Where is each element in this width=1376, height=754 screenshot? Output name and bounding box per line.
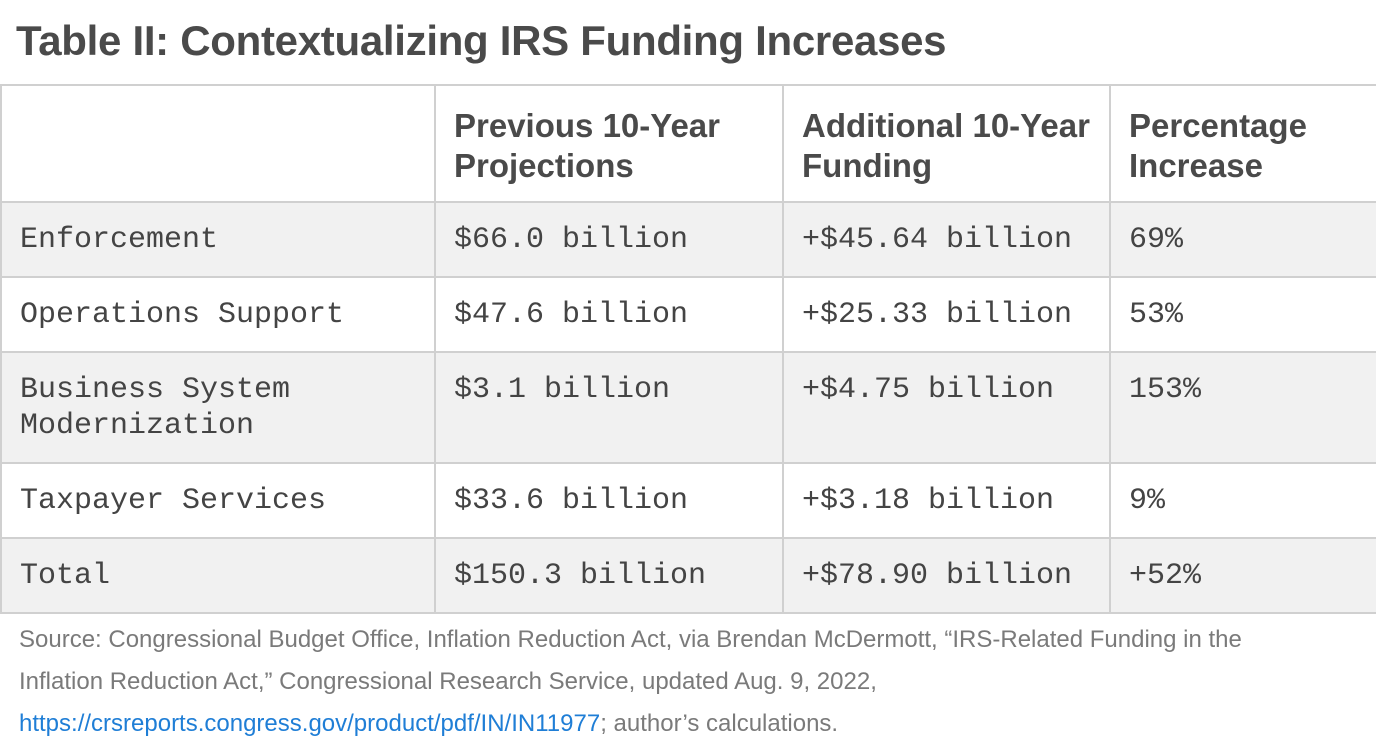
percentage-increase-value: 153% — [1109, 351, 1376, 464]
percentage-increase-value: 9% — [1109, 462, 1376, 539]
source-note: Source: Congressional Budget Office, Inf… — [19, 619, 1376, 745]
table-row: Enforcement $66.0 billion +$45.64 billio… — [0, 201, 1376, 278]
funding-table: Previous 10-Year Projections Additional … — [0, 84, 1376, 614]
header-row: Previous 10-Year Projections Additional … — [0, 84, 1376, 203]
funding-table-container: Previous 10-Year Projections Additional … — [0, 84, 1376, 614]
row-label: Enforcement — [0, 201, 436, 278]
table-row: Taxpayer Services $33.6 billion +$3.18 b… — [0, 462, 1376, 539]
header-cell-category — [0, 84, 436, 203]
header-cell-previous-projections: Previous 10-Year Projections — [434, 84, 784, 203]
row-label: Operations Support — [0, 276, 436, 353]
additional-funding-value: +$4.75 billion — [782, 351, 1111, 464]
row-label: Total — [0, 537, 436, 614]
additional-funding-value: +$25.33 billion — [782, 276, 1111, 353]
additional-funding-value: +$45.64 billion — [782, 201, 1111, 278]
header-cell-additional-funding: Additional 10-Year Funding — [782, 84, 1111, 203]
source-text-line1: Source: Congressional Budget Office, Inf… — [19, 626, 1242, 653]
source-text-line2: Inflation Reduction Act,” Congressional … — [19, 668, 877, 695]
previous-projection-value: $47.6 billion — [434, 276, 784, 353]
percentage-increase-value: +52% — [1109, 537, 1376, 614]
additional-funding-value: +$78.90 billion — [782, 537, 1111, 614]
previous-projection-value: $33.6 billion — [434, 462, 784, 539]
percentage-increase-value: 53% — [1109, 276, 1376, 353]
header-cell-percentage-increase: Percentage Increase — [1109, 84, 1376, 203]
table-row-total: Total $150.3 billion +$78.90 billion +52… — [0, 537, 1376, 614]
source-link[interactable]: https://crsreports.congress.gov/product/… — [19, 710, 601, 737]
table-title: Table II: Contextualizing IRS Funding In… — [16, 17, 947, 64]
previous-projection-value: $150.3 billion — [434, 537, 784, 614]
row-label: Taxpayer Services — [0, 462, 436, 539]
source-suffix: ; author’s calculations. — [600, 710, 839, 737]
previous-projection-value: $3.1 billion — [434, 351, 784, 464]
table-row: Business System Modernization $3.1 billi… — [0, 351, 1376, 464]
percentage-increase-value: 69% — [1109, 201, 1376, 278]
row-label: Business System Modernization — [0, 351, 436, 464]
previous-projection-value: $66.0 billion — [434, 201, 784, 278]
additional-funding-value: +$3.18 billion — [782, 462, 1111, 539]
table-row: Operations Support $47.6 billion +$25.33… — [0, 276, 1376, 353]
